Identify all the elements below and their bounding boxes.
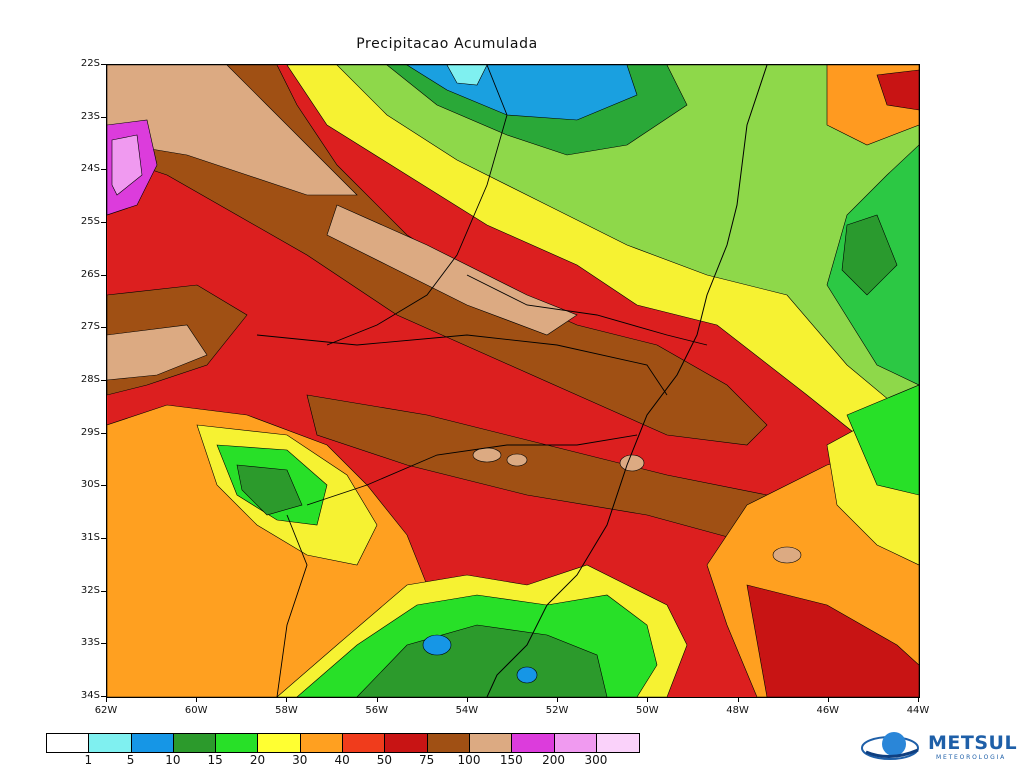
latitude-label: 29S [80,426,100,438]
legend-swatch [173,734,217,752]
longitude-label: 44W [906,705,930,716]
latitude-tick [101,590,106,592]
legend-label: 40 [334,753,350,767]
latitude-tick [101,64,106,65]
latitude-tick [101,538,106,539]
longitude-tick [737,697,739,702]
legend-label: 100 [457,753,481,767]
legend-swatch [47,734,90,752]
legend-label: 5 [126,753,135,767]
latitude-tick [101,380,106,381]
latitude-tick [101,274,106,276]
longitude-tick [106,697,107,702]
longitude-label: 50W [636,705,659,716]
legend-swatch [89,734,132,752]
longitude-label: 54W [455,705,479,716]
latitude-label: 33S [80,637,100,649]
latitude-label: 34S [80,690,100,701]
legend-label: 150 [499,753,523,767]
latitude-label: 30S [80,479,100,491]
legend-swatch [216,734,259,752]
latitude-label: 23S [80,110,100,122]
latitude-label: 24S [80,163,100,175]
longitude-label: 60W [184,705,208,716]
latitude-label: 27S [80,321,100,333]
latitude-tick [101,327,106,329]
longitude-tick [557,697,559,702]
longitude-label: 62W [94,705,118,716]
legend-label: 10 [165,753,181,767]
legend-swatch [427,734,470,752]
latitude-label: 31S [80,532,100,543]
latitude-tick [101,432,106,434]
legend-label: 50 [376,753,393,767]
longitude-label: 58W [275,705,298,716]
longitude-tick [286,697,288,702]
latitude-label: 26S [80,268,100,280]
legend-label: 75 [419,753,435,767]
longitude-label: 56W [365,705,388,716]
longitude-tick [196,697,198,702]
logo-subtitle: METEOROLOGIA [936,754,1007,761]
legend-label: 1 [84,753,93,767]
legend-label: 300 [584,753,608,767]
precipitation-map [106,64,920,698]
color-legend [46,733,641,753]
latitude-tick [101,643,106,645]
latitude-tick [101,485,106,487]
map-title: Precipitacao Acumulada [356,36,538,52]
legend-swatch [469,734,513,752]
legend-swatch [596,734,640,752]
legend-swatch [300,734,344,752]
longitude-label: 52W [545,705,569,716]
legend-label: 15 [207,753,223,767]
longitude-tick [647,697,649,702]
metsul-logo [861,732,919,760]
latitude-label: 32S [80,584,100,596]
precipitation-field [107,65,919,697]
longitude-tick [376,697,378,702]
latitude-tick [101,222,106,223]
longitude-label: 48W [726,705,749,716]
latitude-tick [101,169,106,171]
legend-label: 20 [249,753,266,767]
legend-swatch [131,734,174,752]
longitude-tick [918,697,919,702]
longitude-label: 46W [816,705,840,716]
longitude-tick [827,697,829,702]
legend-swatch [343,734,386,752]
legend-label: 200 [542,753,566,767]
legend-swatch [385,734,428,752]
legend-swatch [512,734,555,752]
latitude-label: 25S [80,216,100,227]
latitude-label: 28S [80,374,100,385]
longitude-tick [466,697,468,702]
legend-swatch [554,734,597,752]
legend-swatch [258,734,301,752]
latitude-label: 22S [80,58,100,69]
legend-label: 30 [292,753,308,767]
latitude-tick [101,116,106,118]
latitude-tick [101,696,106,697]
logo-name: METSUL [928,732,1018,754]
